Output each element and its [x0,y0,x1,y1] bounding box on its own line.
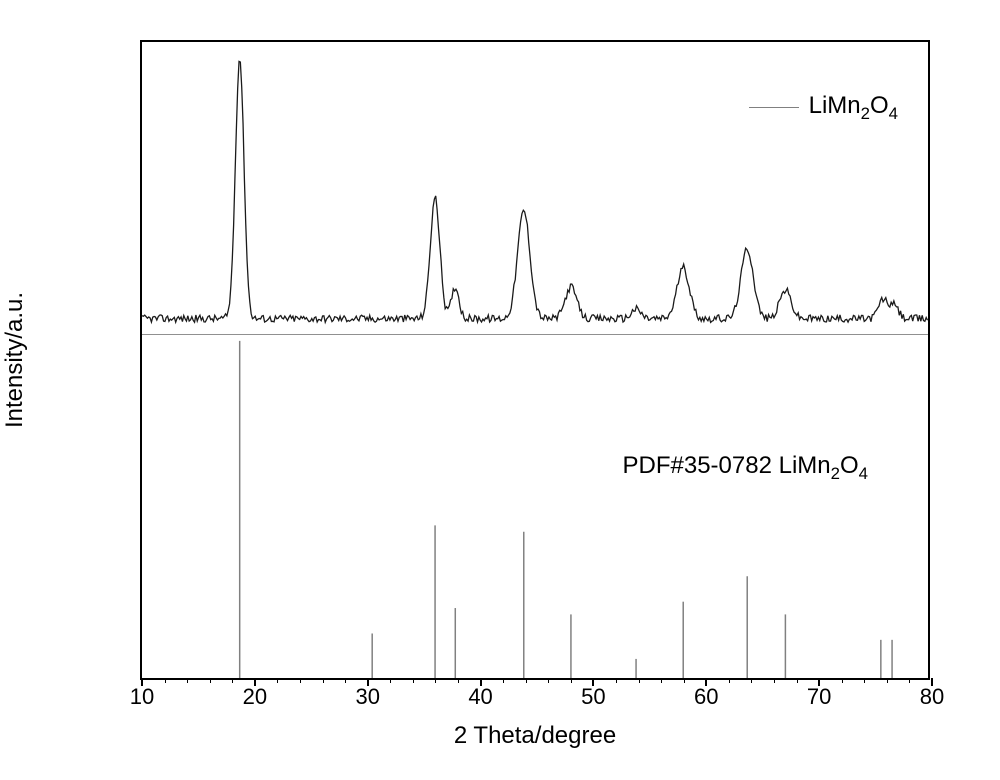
x-tick-minor [909,678,910,683]
x-tick-minor [390,678,391,683]
x-tick-minor [345,678,346,683]
x-tick-label: 70 [807,684,831,710]
plot-area: LiMn2O4 PDF#35-0782 LiMn2O4 102030405060… [140,40,930,680]
x-tick-minor [864,678,865,683]
legend-label: LiMn2O4 [809,92,898,124]
x-tick-minor [232,678,233,683]
x-tick-minor [751,678,752,683]
x-tick-label: 80 [920,684,944,710]
x-tick-minor [300,678,301,683]
x-tick-minor [413,678,414,683]
x-tick-minor [187,678,188,683]
x-tick-minor [548,678,549,683]
x-tick-minor [435,678,436,683]
xrd-chart: LiMn2O4 PDF#35-0782 LiMn2O4 10 20 30 40 50 60… [60,30,960,750]
x-tick-minor [323,678,324,683]
x-tick-label: 20 [243,684,267,710]
legend: LiMn2O4 [749,92,898,124]
x-tick-minor [210,678,211,683]
x-tick-label: 30 [355,684,379,710]
x-tick-minor [729,678,730,683]
x-tick-label: 10 [130,684,154,710]
x-tick-label: 60 [694,684,718,710]
x-tick-minor [797,678,798,683]
x-tick-minor [458,678,459,683]
x-tick-minor [503,678,504,683]
x-tick-minor [616,678,617,683]
x-tick-label: 50 [581,684,605,710]
legend-line [749,107,799,108]
x-axis-label: 2 Theta/degree [454,722,616,750]
x-tick-minor [165,678,166,683]
x-tick-minor [684,678,685,683]
x-tick-minor [661,678,662,683]
x-tick-minor [277,678,278,683]
pdf-reference-label: PDF#35-0782 LiMn2O4 [623,452,868,484]
x-tick-minor [774,678,775,683]
x-tick-minor [842,678,843,683]
x-tick-minor [639,678,640,683]
x-tick-label: 40 [468,684,492,710]
x-tick-minor [887,678,888,683]
x-tick-minor [571,678,572,683]
x-tick-minor [526,678,527,683]
plot-svg [142,42,928,678]
y-axis-label: Intensity/a.u. [1,292,29,428]
